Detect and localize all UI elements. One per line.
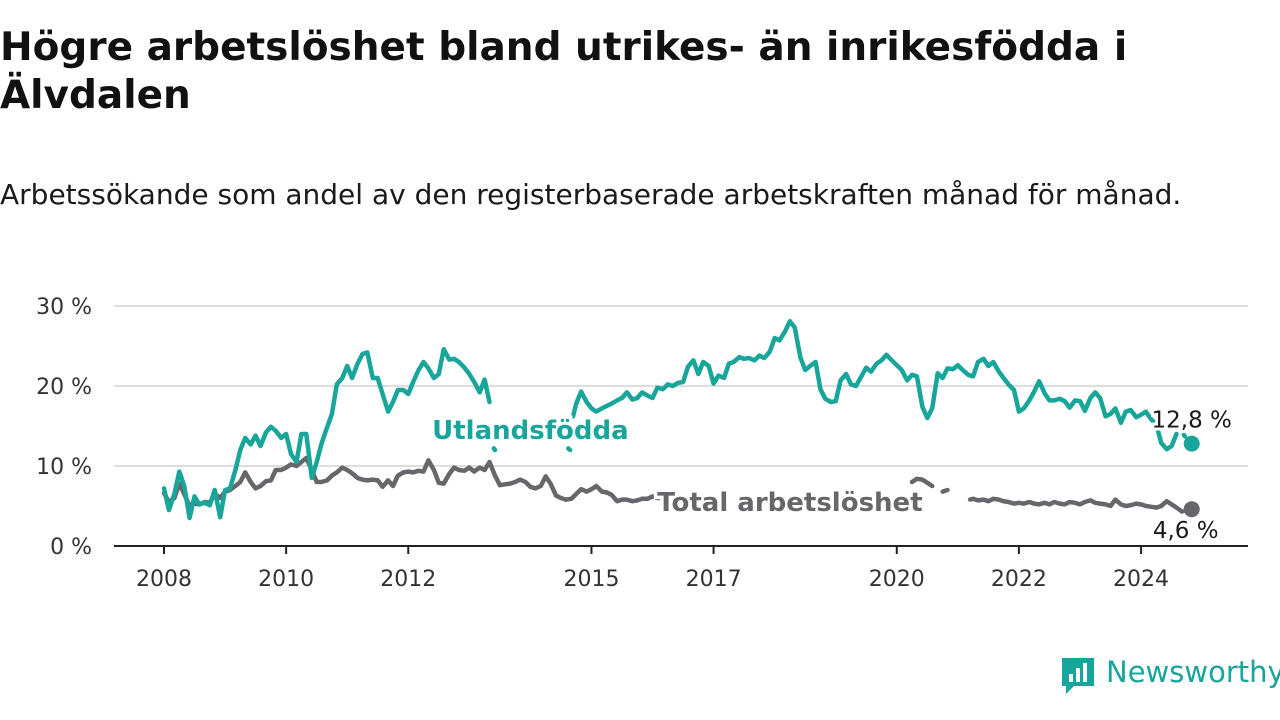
x-tick-label-2024: 2024 [1113, 567, 1169, 592]
newsworthy-logo: Newsworthy [1058, 652, 1280, 696]
foreign_born-line-segment-0 [161, 346, 492, 521]
foreign_born-line-segment-4 [1181, 432, 1188, 439]
x-tick-label-2022: 2022 [991, 567, 1047, 592]
x-tick-label-2017: 2017 [686, 567, 742, 592]
chart-subtitle: Arbetssökande som andel av den registerb… [0, 178, 1182, 211]
foreign-born-end-label: 12,8 % [1152, 408, 1232, 434]
total-line-segment-0 [161, 455, 711, 510]
foreign_born-line-segment-3 [570, 318, 1179, 452]
total-line-segment-2 [940, 487, 950, 494]
x-tick-label-2008: 2008 [136, 567, 192, 592]
x-tick-label-2012: 2012 [380, 567, 436, 592]
foreign_born-line-segment-1 [491, 446, 498, 453]
total-end-point [1183, 501, 1200, 518]
series-labels: Utlandsfödda Total arbetslöshet 12,8 % 4,6 … [429, 405, 1235, 548]
x-tick-label-2010: 2010 [258, 567, 314, 592]
brand-name: Newsworthy [1106, 655, 1280, 689]
line-chart: 0 % 10 % 20 % 30 % 2008 2010 2012 2015 2017 2020… [36, 295, 1248, 592]
x-tick-label-2020: 2020 [869, 567, 925, 592]
y-axis-labels: 0 % 10 % 20 % 30 % [36, 295, 92, 560]
newsworthy-logo-icon [1062, 658, 1094, 694]
y-tick-label-20: 20 % [36, 375, 92, 400]
foreign_born-line-segment-2 [566, 446, 573, 453]
chart-title: Högre arbetslöshet bland utrikes- än inr… [0, 25, 1128, 118]
series-lines [161, 318, 1200, 521]
total-line-segment-3 [967, 496, 1185, 514]
foreign_born-end-point [1183, 435, 1200, 452]
y-tick-label-0: 0 % [50, 535, 92, 560]
total-end-label: 4,6 % [1153, 518, 1219, 544]
x-axis: 2008 2010 2012 2015 2017 2020 2022 2024 [114, 545, 1248, 592]
total-series-label: Total arbetslöshet [657, 488, 922, 518]
total-line-segment-1 [909, 476, 935, 489]
grid-lines [114, 305, 1248, 467]
y-tick-label-10: 10 % [36, 455, 92, 480]
foreign_born-series-label: Utlandsfödda [432, 416, 629, 446]
x-tick-label-2015: 2015 [563, 567, 619, 592]
y-tick-label-30: 30 % [36, 295, 92, 320]
